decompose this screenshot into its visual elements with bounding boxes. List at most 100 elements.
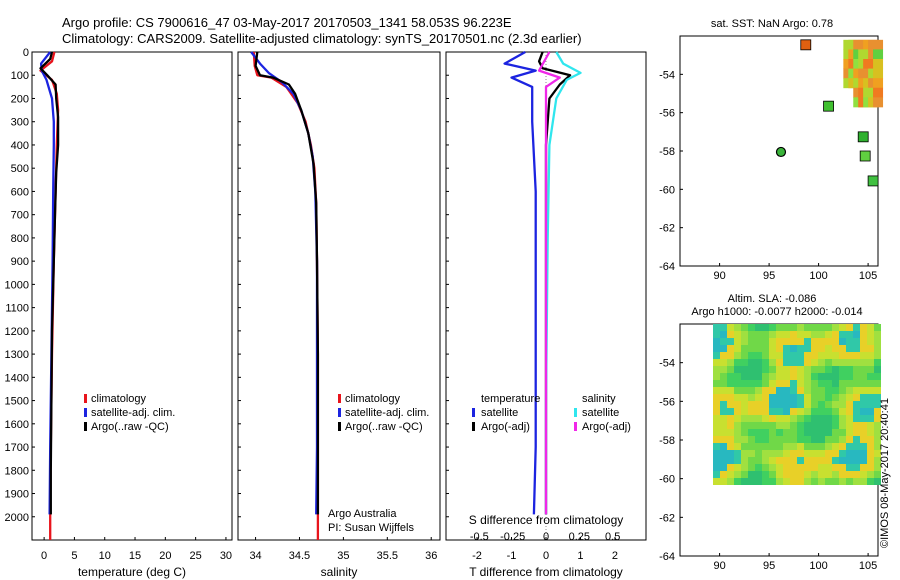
sla-cell [769,394,776,401]
sla-cell [790,408,797,415]
sla-cell [832,450,839,457]
y-tick-label: 1100 [5,303,29,315]
sla-cell [804,443,811,450]
sla-cell [867,324,874,331]
sla-cell [727,478,734,485]
sla-cell [853,324,860,331]
sst-map-title: sat. SST: NaN Argo: 0.78 [711,18,833,30]
sla-cell [860,345,867,352]
sla-cell [860,464,867,471]
sla-cell [832,338,839,345]
sla-cell [867,464,874,471]
sla-cell [797,324,804,331]
sst-map-panel: sat. SST: NaN Argo: 0.78 -54 -56 -58 -60 -62… [659,18,884,282]
sla-cell [797,457,804,464]
sla-cell [776,422,783,429]
sla-cell [762,471,769,478]
sla-cell [741,373,748,380]
y-tick-label: 1800 [5,465,29,477]
y-tick-label: 500 [11,163,29,175]
sla-cell [839,422,846,429]
y-tick-label: 1600 [5,419,29,431]
sla-cell [846,366,853,373]
sla-cell [713,401,720,408]
sla-cell [804,436,811,443]
sla-cell [776,401,783,408]
sla-cell [783,415,790,422]
sla-cell [713,457,720,464]
sla-cell [776,324,783,331]
sla-cell [867,429,874,436]
sla-cell [811,394,818,401]
sla-cell [839,338,846,345]
sla-cell [713,352,720,359]
sla-cell [811,415,818,422]
sla-cell [867,471,874,478]
sla-cell [748,359,755,366]
sla-cell [776,359,783,366]
series-line-climatology [252,51,320,540]
sla-cell [755,478,762,485]
sla-cell [797,464,804,471]
sla-cell [734,345,741,352]
sla-cell [748,429,755,436]
sla-cell [846,380,853,387]
sla-cell [755,457,762,464]
sla-cell [741,338,748,345]
sla-cell [825,324,832,331]
sla-cell [874,366,881,373]
sla-cell [720,457,727,464]
sla-cell [727,450,734,457]
y-tick-label: 300 [11,117,29,129]
sla-cell [762,352,769,359]
sla-cell [818,359,825,366]
sla-cell [776,415,783,422]
sla-cell [720,422,727,429]
sla-cell [832,331,839,338]
sla-cell [832,464,839,471]
sla-cell [832,387,839,394]
y-tick-label: -64 [659,261,675,273]
y-tick-label: 1300 [5,349,29,361]
sla-cell [713,373,720,380]
sla-cell [769,345,776,352]
sla-cell [790,401,797,408]
sla-map-panel: Altim. SLA: -0.086 Argo h1000: -0.0077 h… [659,293,881,572]
sla-cell [790,471,797,478]
sla-cell [860,401,867,408]
sla-cell [797,359,804,366]
x-tick-label: 95 [763,560,775,572]
sla-cell [720,331,727,338]
sla-cell [860,338,867,345]
sla-field [713,324,881,485]
sla-cell [734,471,741,478]
sla-cell [846,324,853,331]
sla-cell [776,366,783,373]
sla-cell [860,457,867,464]
sla-cell [839,471,846,478]
sla-cell [783,338,790,345]
sla-cell [853,471,860,478]
sla-cell [713,380,720,387]
sla-cell [783,408,790,415]
sla-cell [867,408,874,415]
y-tick-label: 900 [11,256,29,268]
sla-cell [713,450,720,457]
sla-cell [832,436,839,443]
sla-cell [713,436,720,443]
sla-cell [755,471,762,478]
sla-cell [825,408,832,415]
sla-cell [720,471,727,478]
sla-cell [811,338,818,345]
sla-cell [797,387,804,394]
sla-cell [846,401,853,408]
sla-cell [727,422,734,429]
sla-cell [762,415,769,422]
y-tick-label: -62 [659,512,675,524]
sla-cell [741,380,748,387]
sla-cell [734,408,741,415]
sla-cell [720,366,727,373]
sla-cell [825,415,832,422]
y-tick-label: -58 [659,146,675,158]
sla-cell [790,338,797,345]
